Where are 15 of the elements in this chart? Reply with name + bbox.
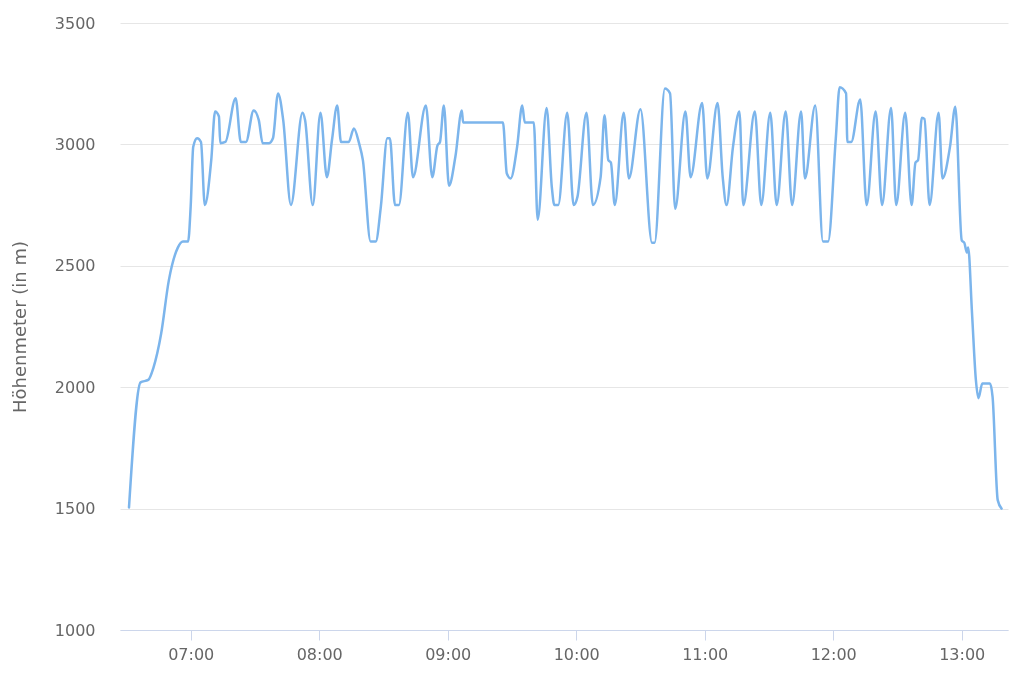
line-series bbox=[127, 86, 1003, 510]
y-tick-label: 1000 bbox=[54, 620, 96, 640]
y-tick-label: 3000 bbox=[54, 134, 96, 154]
x-tick-label: 08:00 bbox=[296, 644, 343, 664]
x-tick-label: 13:00 bbox=[939, 644, 986, 664]
y-axis-title: Höhenmeter (in m) bbox=[8, 240, 30, 414]
x-tick-label: 09:00 bbox=[425, 644, 472, 664]
x-tick-label: 07:00 bbox=[168, 644, 215, 664]
y-tick-label: 3500 bbox=[54, 13, 96, 33]
x-tick-label: 11:00 bbox=[682, 644, 729, 664]
x-tick-label: 12:00 bbox=[810, 644, 857, 664]
y-tick-label: 2500 bbox=[54, 256, 96, 276]
y-tick-label: 1500 bbox=[54, 499, 96, 519]
x-tick-label: 10:00 bbox=[553, 644, 600, 664]
y-tick-label: 2000 bbox=[54, 377, 96, 397]
